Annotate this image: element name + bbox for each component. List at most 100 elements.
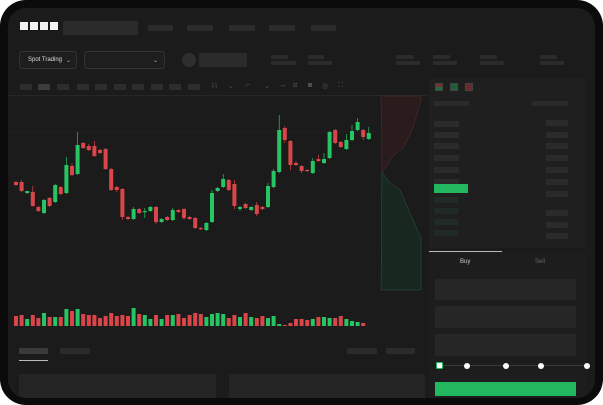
price-input[interactable] xyxy=(435,279,576,300)
orderbook-amount xyxy=(546,210,568,216)
candle-body xyxy=(103,149,108,169)
orderbook-bid-price[interactable] xyxy=(434,230,458,236)
orderbook-bids-icon[interactable] xyxy=(450,83,458,91)
orderbook-ask-price[interactable] xyxy=(434,143,459,149)
nav-item[interactable] xyxy=(187,25,213,31)
orderbook-amount xyxy=(546,120,568,126)
amount-input[interactable] xyxy=(435,306,576,328)
chevron-down-icon[interactable]: ⌄ xyxy=(228,83,234,90)
candle-body xyxy=(254,205,259,214)
stat-label xyxy=(433,55,450,59)
orders-panel-left xyxy=(19,374,216,398)
candle-body xyxy=(182,209,186,218)
volume-bar xyxy=(70,311,74,326)
timeframe-button-active[interactable] xyxy=(38,84,50,90)
candle-body xyxy=(170,210,175,220)
candle-body xyxy=(249,207,254,210)
total-input[interactable] xyxy=(435,334,576,356)
timeframe-button[interactable] xyxy=(114,84,126,90)
ruler-icon[interactable]: ⧄ xyxy=(293,82,298,89)
candle-body xyxy=(310,161,315,173)
depth-bids-area xyxy=(380,172,422,291)
amount-slider-track[interactable] xyxy=(439,365,589,366)
volume-bar xyxy=(81,314,86,326)
tab-sell[interactable]: Sell xyxy=(535,259,546,265)
candle-body xyxy=(266,186,270,207)
orderbook-last-price[interactable] xyxy=(434,184,468,193)
candle-body xyxy=(75,145,80,174)
tab-buy[interactable]: Buy xyxy=(460,259,471,265)
candle-body xyxy=(131,209,136,219)
timeframe-button[interactable] xyxy=(151,84,163,90)
spot-trading-selector[interactable]: Spot Trading ⌄ xyxy=(19,51,77,69)
candle-body xyxy=(350,131,354,140)
timeframe-button[interactable] xyxy=(20,84,32,90)
orderbook-ask-price[interactable] xyxy=(434,155,459,161)
camera-icon[interactable]: ◙ xyxy=(308,82,313,89)
timeframe-button[interactable] xyxy=(169,84,181,90)
slider-stop-50[interactable] xyxy=(503,363,509,369)
stat-value xyxy=(540,61,564,65)
timeframe-button[interactable] xyxy=(95,84,107,90)
pair-selector[interactable]: ⌄ xyxy=(84,51,165,69)
nav-item[interactable] xyxy=(148,25,173,31)
volume-bar xyxy=(58,317,63,326)
orderbook-both-icon[interactable] xyxy=(435,83,443,91)
candle-body xyxy=(355,122,360,130)
volume-bar xyxy=(238,317,242,326)
candle-body xyxy=(344,140,349,149)
filter-button[interactable] xyxy=(347,348,377,354)
tab-order-history[interactable] xyxy=(60,348,90,354)
orderbook-bid-price[interactable] xyxy=(434,208,458,214)
volume-bar xyxy=(277,324,282,326)
orderbook-ask-price[interactable] xyxy=(434,179,459,185)
okx-logo[interactable] xyxy=(20,22,58,30)
line-tool-icon[interactable]: ⌐ xyxy=(246,82,251,89)
slider-handle[interactable] xyxy=(436,362,443,369)
fullscreen-icon[interactable]: ⛶ xyxy=(338,82,343,89)
nav-item[interactable] xyxy=(229,25,255,31)
stat-value xyxy=(308,61,332,65)
orderbook-bid-price[interactable] xyxy=(434,197,458,203)
candle-body xyxy=(176,210,181,212)
candle-body xyxy=(142,211,147,213)
chevron-down-icon[interactable]: ⌄ xyxy=(264,83,270,90)
nav-item[interactable] xyxy=(311,25,336,31)
volume-bar xyxy=(19,315,24,326)
slider-stop-100[interactable] xyxy=(584,363,590,369)
candle-body xyxy=(187,217,192,219)
candle-body xyxy=(47,198,52,206)
orderbook-amount xyxy=(546,191,568,197)
orderbook-bid-price[interactable] xyxy=(434,219,458,225)
orderbook-asks-icon[interactable] xyxy=(465,83,473,91)
volume-bar xyxy=(154,315,158,326)
candle-body xyxy=(215,188,220,191)
orderbook-ask-price[interactable] xyxy=(434,132,459,138)
filter-button[interactable] xyxy=(386,348,415,354)
timeframe-button[interactable] xyxy=(77,84,89,90)
candle-body xyxy=(120,189,125,217)
orderbook-ask-price[interactable] xyxy=(434,167,459,173)
candlestick-chart[interactable] xyxy=(8,8,595,398)
chevron-down-icon: ⌄ xyxy=(152,57,158,64)
candle-body xyxy=(193,218,198,228)
wave-icon[interactable]: ∼ xyxy=(280,83,286,90)
orderbook-ask-price[interactable] xyxy=(434,121,459,127)
settings-icon[interactable]: ◎ xyxy=(322,83,329,90)
candle-body xyxy=(98,150,102,153)
slider-stop-75[interactable] xyxy=(538,363,544,369)
volume-bar xyxy=(215,313,220,326)
buy-button[interactable] xyxy=(435,382,576,396)
volume-bar xyxy=(221,314,226,326)
timeframe-button[interactable] xyxy=(188,84,200,90)
nav-item[interactable] xyxy=(269,25,295,31)
stat-label xyxy=(480,55,497,59)
volume-bar xyxy=(249,317,254,326)
timeframe-button[interactable] xyxy=(132,84,144,90)
tab-open-orders[interactable] xyxy=(19,348,48,354)
slider-stop-25[interactable] xyxy=(464,363,470,369)
indicator-icon[interactable]: ⌇⌇ xyxy=(211,83,218,90)
timeframe-button[interactable] xyxy=(57,84,69,90)
search-bar[interactable] xyxy=(63,21,138,35)
buy-tab-underline xyxy=(429,251,502,252)
